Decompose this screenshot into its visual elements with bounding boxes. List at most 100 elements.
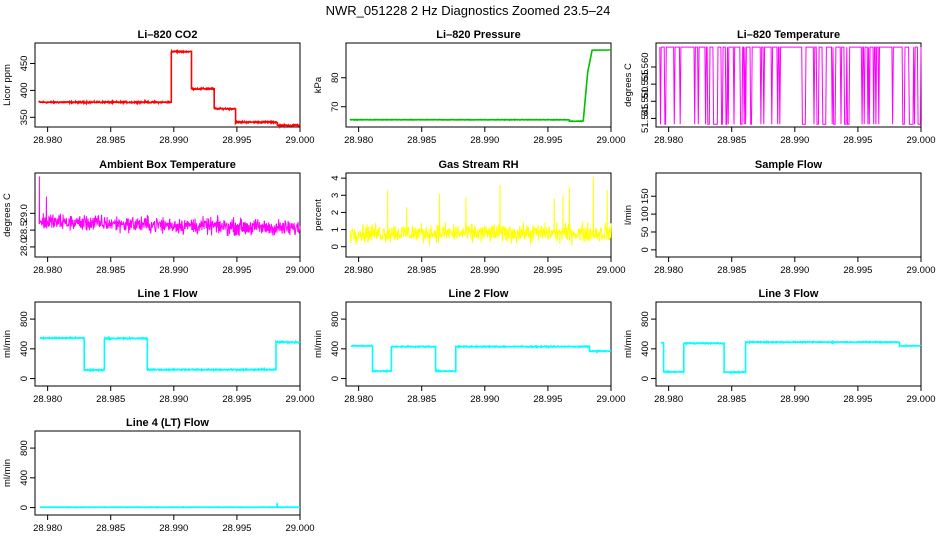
y-tick-label: 400 (19, 82, 30, 98)
x-tick-label: 28.990 (780, 265, 809, 276)
y-tick-label: 0 (640, 247, 651, 252)
panel-box_temp: Ambient Box Temperature 28.980 28.985 28.99… (2, 159, 315, 276)
panel-title: Line 2 Flow (449, 288, 509, 300)
y-axis-label: l/min (623, 205, 634, 225)
x-tick-label: 28.980 (654, 394, 683, 405)
series-line-rh (349, 176, 612, 246)
series-line-temperature (659, 46, 922, 125)
panel-title: Ambient Box Temperature (99, 159, 236, 171)
y-tick-label: 800 (19, 440, 30, 456)
panel-title: Line 1 Flow (138, 288, 198, 300)
y-tick-label: 3 (330, 193, 341, 198)
series-line-line2 (350, 344, 612, 374)
panel-title: Li–820 Temperature (737, 29, 840, 41)
x-tick-label: 28.995 (843, 135, 872, 146)
x-tick-label: 28.995 (222, 135, 251, 146)
x-tick-label: 28.980 (33, 135, 62, 146)
y-tick-label: 400 (19, 470, 30, 486)
x-tick-label: 29.000 (906, 265, 935, 276)
y-tick-label: 50 (640, 227, 651, 238)
y-tick-label: 29.0 (19, 204, 30, 223)
y-tick-label: 0 (330, 376, 341, 381)
y-tick-label: 0 (19, 376, 30, 381)
x-tick-label: 28.985 (717, 394, 746, 405)
y-axis-label: ml/min (2, 330, 13, 358)
x-tick-label: 28.990 (159, 523, 188, 534)
x-tick-label: 29.000 (285, 265, 314, 276)
x-tick-label: 28.985 (96, 265, 125, 276)
x-tick-label: 28.995 (222, 265, 251, 276)
x-tick-label: 28.980 (344, 265, 373, 276)
x-tick-label: 28.980 (344, 135, 373, 146)
y-tick-label: 400 (640, 341, 651, 357)
panel-line4: Line 4 (LT) Flow 28.980 28.985 28.990 28.995… (2, 417, 315, 534)
y-tick-label: 150 (640, 188, 651, 204)
panel-title: Sample Flow (755, 159, 823, 171)
x-tick-label: 29.000 (285, 394, 314, 405)
x-tick-label: 28.985 (407, 135, 436, 146)
plot-frame (34, 172, 301, 258)
series-line-co2 (38, 48, 301, 130)
plot-frame (34, 42, 301, 128)
panel-line1: Line 1 Flow 28.980 28.985 28.990 28.995 29.00… (2, 288, 315, 405)
panel-co2: Li–820 CO2 28.980 28.985 28.990 28.995 29.000… (2, 29, 315, 146)
x-tick-label: 29.000 (596, 265, 625, 276)
y-tick-label: 28.5 (19, 221, 30, 240)
x-tick-label: 29.000 (906, 394, 935, 405)
y-tick-label: 2 (330, 210, 341, 215)
x-tick-label: 29.000 (285, 523, 314, 534)
x-tick-label: 29.000 (596, 135, 625, 146)
y-tick-label: 0 (19, 505, 30, 510)
panel-sample_flow: Sample Flow 28.980 28.985 28.990 28.995 29.00… (623, 159, 936, 276)
x-tick-label: 28.985 (96, 135, 125, 146)
x-tick-label: 28.980 (33, 394, 62, 405)
x-tick-label: 28.990 (159, 394, 188, 405)
y-tick-label: 51.560 (640, 52, 651, 81)
x-tick-label: 28.995 (533, 135, 562, 146)
x-tick-label: 28.990 (470, 135, 499, 146)
y-axis-label: percent (313, 199, 324, 231)
x-tick-label: 28.980 (654, 135, 683, 146)
x-tick-label: 28.995 (533, 394, 562, 405)
y-tick-label: 4 (330, 175, 341, 180)
x-tick-label: 28.990 (159, 135, 188, 146)
figure-title: NWR_051228 2 Hz Diagnostics Zoomed 23.5–… (325, 3, 611, 18)
panel-temperature: Li–820 Temperature 28.980 28.985 28.990 28.9… (623, 29, 936, 146)
x-tick-label: 28.995 (222, 394, 251, 405)
x-tick-label: 28.995 (843, 394, 872, 405)
x-tick-label: 28.985 (96, 394, 125, 405)
series-line-pressure (349, 49, 612, 123)
y-axis-label: Licor ppm (2, 64, 13, 106)
y-tick-label: 350 (19, 109, 30, 125)
y-tick-label: 800 (640, 311, 651, 327)
x-tick-label: 28.985 (407, 265, 436, 276)
y-tick-label: 70 (330, 101, 341, 112)
x-tick-label: 28.990 (780, 394, 809, 405)
x-tick-label: 28.990 (470, 265, 499, 276)
x-tick-label: 28.990 (159, 265, 188, 276)
x-tick-label: 28.980 (33, 523, 62, 534)
y-axis-label: ml/min (2, 459, 13, 487)
plot-frame (345, 42, 612, 128)
plot-frame (655, 301, 922, 387)
panel-title: Li–820 CO2 (138, 29, 198, 41)
panel-title: Gas Stream RH (438, 159, 518, 171)
y-tick-label: 1 (330, 227, 341, 232)
plot-frame (34, 301, 301, 387)
series-line-line3 (660, 339, 922, 375)
y-axis-label: degrees C (2, 193, 13, 237)
y-tick-label: 400 (330, 341, 341, 357)
x-tick-label: 28.980 (33, 265, 62, 276)
series-line-line4 (40, 503, 301, 509)
series-line-box_temp (38, 176, 301, 237)
panel-line3: Line 3 Flow 28.980 28.985 28.990 28.995 29.00… (623, 288, 936, 405)
x-tick-label: 28.995 (222, 523, 251, 534)
y-tick-label: 100 (640, 206, 651, 222)
y-axis-label: degrees C (623, 63, 634, 107)
x-tick-label: 28.980 (344, 394, 373, 405)
x-tick-label: 29.000 (906, 135, 935, 146)
x-tick-label: 28.985 (96, 523, 125, 534)
y-axis-label: ml/min (313, 330, 324, 358)
